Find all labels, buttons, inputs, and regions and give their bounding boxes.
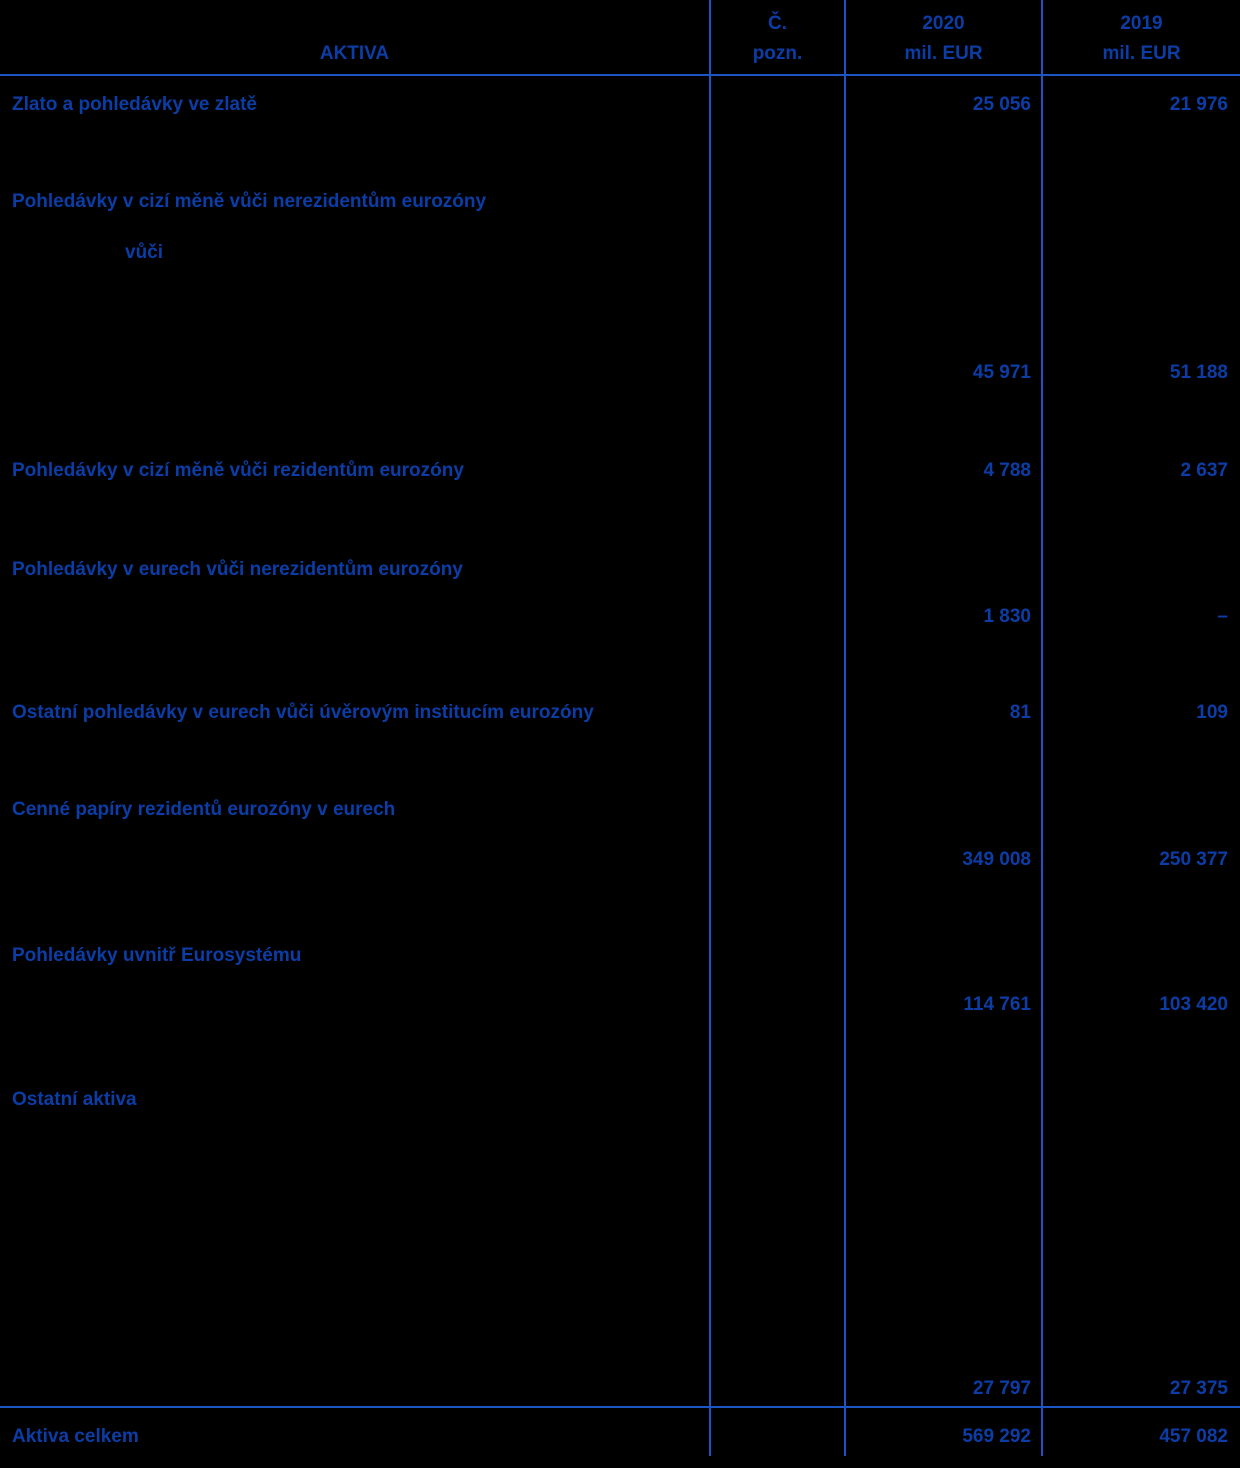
row-label: Ostatní pohledávky v eurech vůči úvěrový… xyxy=(12,702,594,723)
value-2020: 4 788 xyxy=(983,460,1031,481)
total-rule xyxy=(0,1406,1240,1408)
value-2019: 103 420 xyxy=(1159,994,1228,1015)
unit-2020-column-header: mil. EUR xyxy=(904,43,983,64)
row-label: Cenné papíry rezidentů eurozóny v eurech xyxy=(12,799,396,820)
table-row-eur-claims-non-residents: Pohledávky v eurech vůči nerezidentům eu… xyxy=(0,559,1240,581)
table-row-fx-claims-non-residents-values: 45 971 51 188 xyxy=(0,362,1240,384)
column-divider-2020-2019 xyxy=(1041,0,1043,1456)
table-row-fx-claims-non-residents: Pohledávky v cizí měně vůči nerezidentům… xyxy=(0,191,1240,213)
table-header-line1: Č. 2020 2019 xyxy=(0,13,1240,35)
assets-column-header: AKTIVA xyxy=(319,43,390,64)
value-2020: 27 797 xyxy=(972,1378,1031,1399)
year-2019-column-header: 2019 xyxy=(1120,13,1163,34)
table-row-gold: Zlato a pohledávky ve zlatě 25 056 21 97… xyxy=(0,94,1240,116)
table-row-fx-claims-residents: Pohledávky v cizí měně vůči rezidentům e… xyxy=(0,460,1240,482)
table-row-other-eur-claims-credit-institutions: Ostatní pohledávky v eurech vůči úvěrový… xyxy=(0,702,1240,724)
total-value-2019: 457 082 xyxy=(1159,1426,1228,1447)
table-row-fragment-vuci: vůči xyxy=(0,242,1240,264)
value-2020: 81 xyxy=(1009,702,1031,723)
value-2019-dash: – xyxy=(1217,606,1228,627)
row-label: Zlato a pohledávky ve zlatě xyxy=(12,94,257,115)
column-divider-note-2020 xyxy=(844,0,846,1456)
row-label: Pohledávky v cizí měně vůči rezidentům e… xyxy=(12,460,464,481)
total-value-2020: 569 292 xyxy=(962,1426,1031,1447)
row-label: Pohledávky v cizí měně vůči nerezidentům… xyxy=(12,191,487,212)
table-row-other-assets: Ostatní aktiva xyxy=(0,1089,1240,1111)
value-2020: 25 056 xyxy=(972,94,1031,115)
note-column-header-line1: Č. xyxy=(768,13,787,34)
table-row-intra-eurosystem-values: 114 761 103 420 xyxy=(0,994,1240,1016)
header-rule xyxy=(0,74,1240,76)
value-2019: 51 188 xyxy=(1169,362,1228,383)
value-2019: 250 377 xyxy=(1159,849,1228,870)
column-divider-assets-note xyxy=(709,0,711,1456)
unit-2019-column-header: mil. EUR xyxy=(1102,43,1181,64)
row-label-fragment: vůči xyxy=(125,242,164,263)
value-2019: 109 xyxy=(1196,702,1228,723)
total-row-label: Aktiva celkem xyxy=(12,1426,139,1447)
row-label: Pohledávky v eurech vůči nerezidentům eu… xyxy=(12,559,463,580)
value-2020: 1 830 xyxy=(983,606,1031,627)
table-row-intra-eurosystem-claims: Pohledávky uvnitř Eurosystému xyxy=(0,945,1240,967)
value-2020: 45 971 xyxy=(972,362,1031,383)
row-label: Ostatní aktiva xyxy=(12,1089,137,1110)
value-2020: 349 008 xyxy=(962,849,1031,870)
note-column-header-line2: pozn. xyxy=(752,43,803,64)
table-row-securities-euro-area-residents: Cenné papíry rezidentů eurozóny v eurech xyxy=(0,799,1240,821)
row-label: Pohledávky uvnitř Eurosystému xyxy=(12,945,302,966)
table-header-line2: AKTIVA pozn. mil. EUR mil. EUR xyxy=(0,43,1240,65)
table-row-other-assets-values: 27 797 27 375 xyxy=(0,1378,1240,1400)
table-row-securities-values: 349 008 250 377 xyxy=(0,849,1240,871)
table-row-total-assets: Aktiva celkem 569 292 457 082 xyxy=(0,1426,1240,1448)
value-2020: 114 761 xyxy=(963,994,1031,1015)
table-row-eur-claims-non-residents-values: 1 830 – xyxy=(0,606,1240,628)
year-2020-column-header: 2020 xyxy=(922,13,965,34)
value-2019: 2 637 xyxy=(1180,460,1228,481)
value-2019: 21 976 xyxy=(1169,94,1228,115)
value-2019: 27 375 xyxy=(1169,1378,1228,1399)
